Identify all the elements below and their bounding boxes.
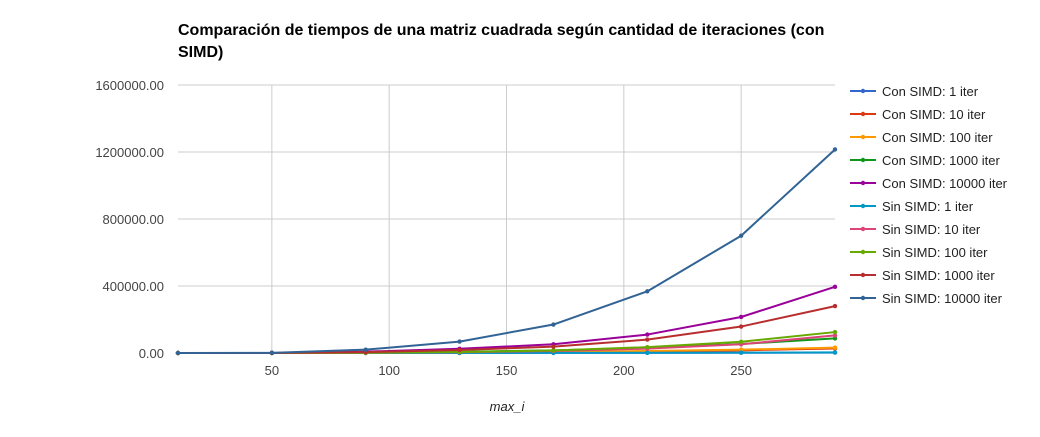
- y-tick-label: 1600000.00: [95, 78, 164, 93]
- chart-title: Comparación de tiempos de una matriz cua…: [178, 22, 825, 61]
- data-point: [832, 350, 838, 355]
- data-point: [551, 348, 556, 353]
- legend-item: Con SIMD: 1000 iter: [850, 153, 1000, 168]
- legend-swatch-point: [860, 272, 866, 278]
- x-tick-label: 250: [730, 363, 752, 378]
- x-tick-label: 150: [496, 363, 518, 378]
- y-tick-label: 1200000.00: [95, 145, 164, 160]
- legend-label: Sin SIMD: 1000 iter: [882, 268, 995, 283]
- data-point: [832, 345, 838, 350]
- data-point: [457, 339, 462, 344]
- x-tick-label: 200: [613, 363, 635, 378]
- legend: Con SIMD: 1 iter Con SIMD: 10 iter Con SIM…: [850, 84, 1008, 306]
- x-tick-label: 50: [265, 363, 279, 378]
- grid-lines: [178, 84, 835, 354]
- data-point: [269, 350, 275, 356]
- legend-label: Sin SIMD: 100 iter: [882, 245, 988, 260]
- legend-item: Sin SIMD: 1 iter: [850, 199, 974, 214]
- y-tick-label: 400000.00: [103, 279, 164, 294]
- data-point: [832, 303, 838, 309]
- legend-swatch-point: [860, 203, 866, 209]
- x-tick-label: 100: [378, 363, 400, 378]
- y-tick-label: 800000.00: [103, 212, 164, 227]
- legend-item: Sin SIMD: 100 iter: [850, 245, 988, 260]
- legend-item: Sin SIMD: 10 iter: [850, 222, 981, 237]
- legend-swatch-point: [860, 295, 866, 301]
- series-line: [177, 148, 836, 354]
- data-point: [832, 329, 838, 335]
- data-point: [363, 347, 368, 352]
- legend-item: Sin SIMD: 10000 iter: [850, 291, 1003, 306]
- legend-swatch-point: [860, 249, 866, 255]
- data-point: [738, 324, 744, 329]
- data-point: [738, 233, 744, 238]
- legend-swatch-point: [860, 111, 866, 117]
- series-10: [175, 147, 838, 356]
- legend-item: Con SIMD: 10 iter: [850, 107, 986, 122]
- legend-swatch-point: [860, 157, 866, 163]
- data-point: [738, 339, 744, 344]
- legend-label: Con SIMD: 1000 iter: [882, 153, 1000, 168]
- legend-label: Con SIMD: 10000 iter: [882, 176, 1008, 191]
- data-point: [738, 350, 744, 355]
- data-point: [457, 347, 462, 353]
- legend-swatch-point: [860, 180, 866, 186]
- data-point: [738, 314, 744, 320]
- data-point: [832, 284, 838, 290]
- legend-label: Con SIMD: 1 iter: [882, 84, 979, 99]
- x-axis-title: max_i: [490, 399, 526, 414]
- legend-label: Sin SIMD: 10000 iter: [882, 291, 1003, 306]
- legend-label: Sin SIMD: 10 iter: [882, 222, 981, 237]
- series-lines: [175, 147, 838, 356]
- data-point: [832, 147, 838, 152]
- data-point: [832, 333, 838, 338]
- y-tick-label: 0.00: [139, 346, 164, 361]
- data-point: [645, 289, 650, 294]
- data-point: [645, 332, 650, 337]
- legend-swatch-point: [860, 134, 866, 140]
- data-point: [645, 350, 650, 355]
- legend-item: Con SIMD: 1 iter: [850, 84, 979, 99]
- data-point: [645, 337, 650, 342]
- legend-item: Sin SIMD: 1000 iter: [850, 268, 995, 283]
- legend-swatch-point: [860, 88, 866, 94]
- legend-swatch-point: [860, 226, 866, 232]
- legend-label: Sin SIMD: 1 iter: [882, 199, 974, 214]
- legend-item: Con SIMD: 10000 iter: [850, 176, 1008, 191]
- legend-item: Con SIMD: 100 iter: [850, 130, 993, 145]
- data-point: [551, 322, 556, 327]
- legend-label: Con SIMD: 100 iter: [882, 130, 993, 145]
- data-point: [832, 336, 838, 341]
- data-point: [645, 344, 650, 350]
- data-point: [175, 350, 181, 356]
- legend-label: Con SIMD: 10 iter: [882, 107, 986, 122]
- axes: 0.00 400000.00 800000.00 1200000.00 1600000.…: [95, 78, 835, 378]
- data-point: [551, 344, 556, 349]
